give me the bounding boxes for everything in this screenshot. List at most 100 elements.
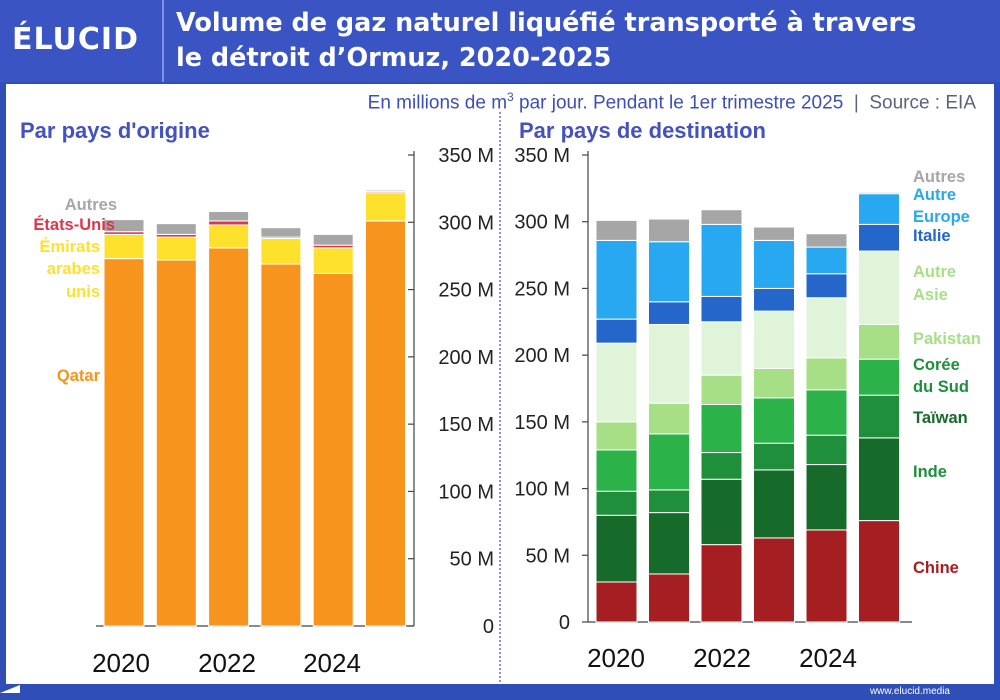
bar-segment: [595, 581, 638, 623]
bar-segment: [595, 490, 638, 516]
header-bar: ÉLUCID Volume de gaz naturel liquéfié tr…: [0, 0, 1000, 82]
bar-segment: [648, 573, 690, 623]
y-tick-label: 0: [559, 612, 570, 634]
subtitle: En millions de m3 par jour. Pendant le 1…: [368, 90, 976, 114]
x-tick-label: 2020: [92, 648, 150, 678]
bar-segment: [260, 227, 302, 238]
bar-segment: [805, 273, 848, 299]
y-tick-label: 50 M: [450, 549, 494, 571]
bar-segment: [365, 192, 406, 222]
bar-segment: [312, 233, 354, 246]
legend-label: Autre: [913, 186, 956, 204]
footer-logo-icon: [0, 685, 20, 693]
bar-segment: [155, 223, 197, 235]
title-line-2: le détroit d’Ormuz, 2020-2025: [176, 43, 612, 73]
bar-segment: [103, 233, 145, 260]
legend-label: Italie: [913, 227, 951, 245]
bar-segment: [858, 358, 900, 396]
y-tick-label: 300 M: [438, 212, 494, 234]
bar-segment: [155, 236, 197, 261]
bar-segment: [753, 469, 795, 539]
bar-segment: [595, 514, 638, 583]
bar-segment: [648, 241, 690, 303]
x-tick-label: 2022: [693, 643, 751, 673]
legend-label: Europe: [913, 208, 970, 226]
bar-segment: [858, 437, 900, 522]
bar-segment: [648, 323, 690, 404]
bar-segment: [365, 189, 406, 192]
y-tick-label: 250 M: [514, 278, 570, 300]
title-line-1: Volume de gaz naturel liquéfié transport…: [176, 8, 917, 38]
legend-label: Autre: [913, 263, 956, 281]
bar-segment: [595, 421, 638, 451]
bar-segment: [648, 433, 690, 491]
bar-segment: [805, 297, 848, 359]
bar-segment: [260, 237, 302, 265]
legend-label: Autres: [913, 168, 965, 186]
bar-segment: [753, 287, 795, 312]
legend-label: du Sud: [913, 378, 969, 396]
bar-segment: [753, 442, 795, 471]
bar-segment: [208, 220, 250, 226]
bar-segment: [805, 434, 848, 466]
right-chart-title: Par pays de destination: [519, 118, 766, 143]
bar-segment: [753, 367, 795, 399]
y-tick-label: 150 M: [438, 414, 494, 436]
bar-segment: [805, 529, 848, 623]
bar-segment: [700, 374, 743, 406]
bar-segment: [805, 246, 848, 275]
subtitle-period: par jour. Pendant le 1er trimestre 2025: [513, 92, 844, 114]
bar-segment: [805, 357, 848, 391]
bar-segment: [595, 239, 638, 320]
legend-label: arabes: [47, 260, 100, 278]
legend-label: Autres: [65, 196, 117, 214]
source-credit: Source : EIA: [869, 92, 976, 114]
bar-segment: [648, 402, 690, 435]
bar-segment: [805, 389, 848, 436]
chart-divider: [499, 112, 501, 682]
bar-segment: [648, 489, 690, 514]
y-tick-label: 350 M: [514, 145, 570, 167]
bar-segment: [753, 310, 795, 369]
bar-segment: [595, 449, 638, 492]
bar-segment: [858, 323, 900, 360]
y-tick-label: 350 M: [438, 145, 494, 167]
subtitle-separator: |: [853, 92, 859, 114]
x-tick-label: 2024: [799, 643, 857, 673]
bar-segment: [595, 318, 638, 344]
y-tick-label: 50 M: [526, 545, 570, 567]
bar-segment: [208, 247, 250, 627]
bar-segment: [858, 191, 900, 195]
bar-segment: [648, 301, 690, 325]
x-tick-label: 2022: [198, 648, 256, 678]
bar-segment: [805, 233, 848, 248]
y-tick-label: 250 M: [438, 280, 494, 302]
y-tick-label: 100 M: [438, 481, 494, 503]
legend-label: Asie: [913, 286, 948, 304]
bar-segment: [858, 223, 900, 252]
bar-segment: [155, 259, 197, 627]
legend-label: unis: [66, 283, 100, 301]
bar-segment: [753, 226, 795, 241]
logo-separator: [162, 0, 164, 82]
footer-url: www.elucid.media: [869, 686, 950, 697]
bar-segment: [858, 520, 900, 623]
bar-segment: [595, 219, 638, 241]
bar-segment: [700, 295, 743, 323]
legend-label: Qatar: [57, 367, 101, 385]
y-tick-label: 200 M: [438, 347, 494, 369]
legend-label: Taïwan: [913, 409, 968, 427]
bar-segment: [103, 219, 145, 233]
bar-segment: [208, 224, 250, 249]
y-tick-label: 150 M: [514, 412, 570, 434]
bar-segment: [858, 250, 900, 325]
bar-segment: [595, 342, 638, 423]
bar-segment: [700, 209, 743, 225]
legend-label: Inde: [913, 463, 947, 481]
y-tick-label: 300 M: [514, 212, 570, 234]
bar-segment: [753, 397, 795, 444]
x-tick-label: 2020: [587, 643, 645, 673]
bar-segment: [700, 404, 743, 454]
brand-logo: ÉLUCID: [12, 22, 139, 57]
